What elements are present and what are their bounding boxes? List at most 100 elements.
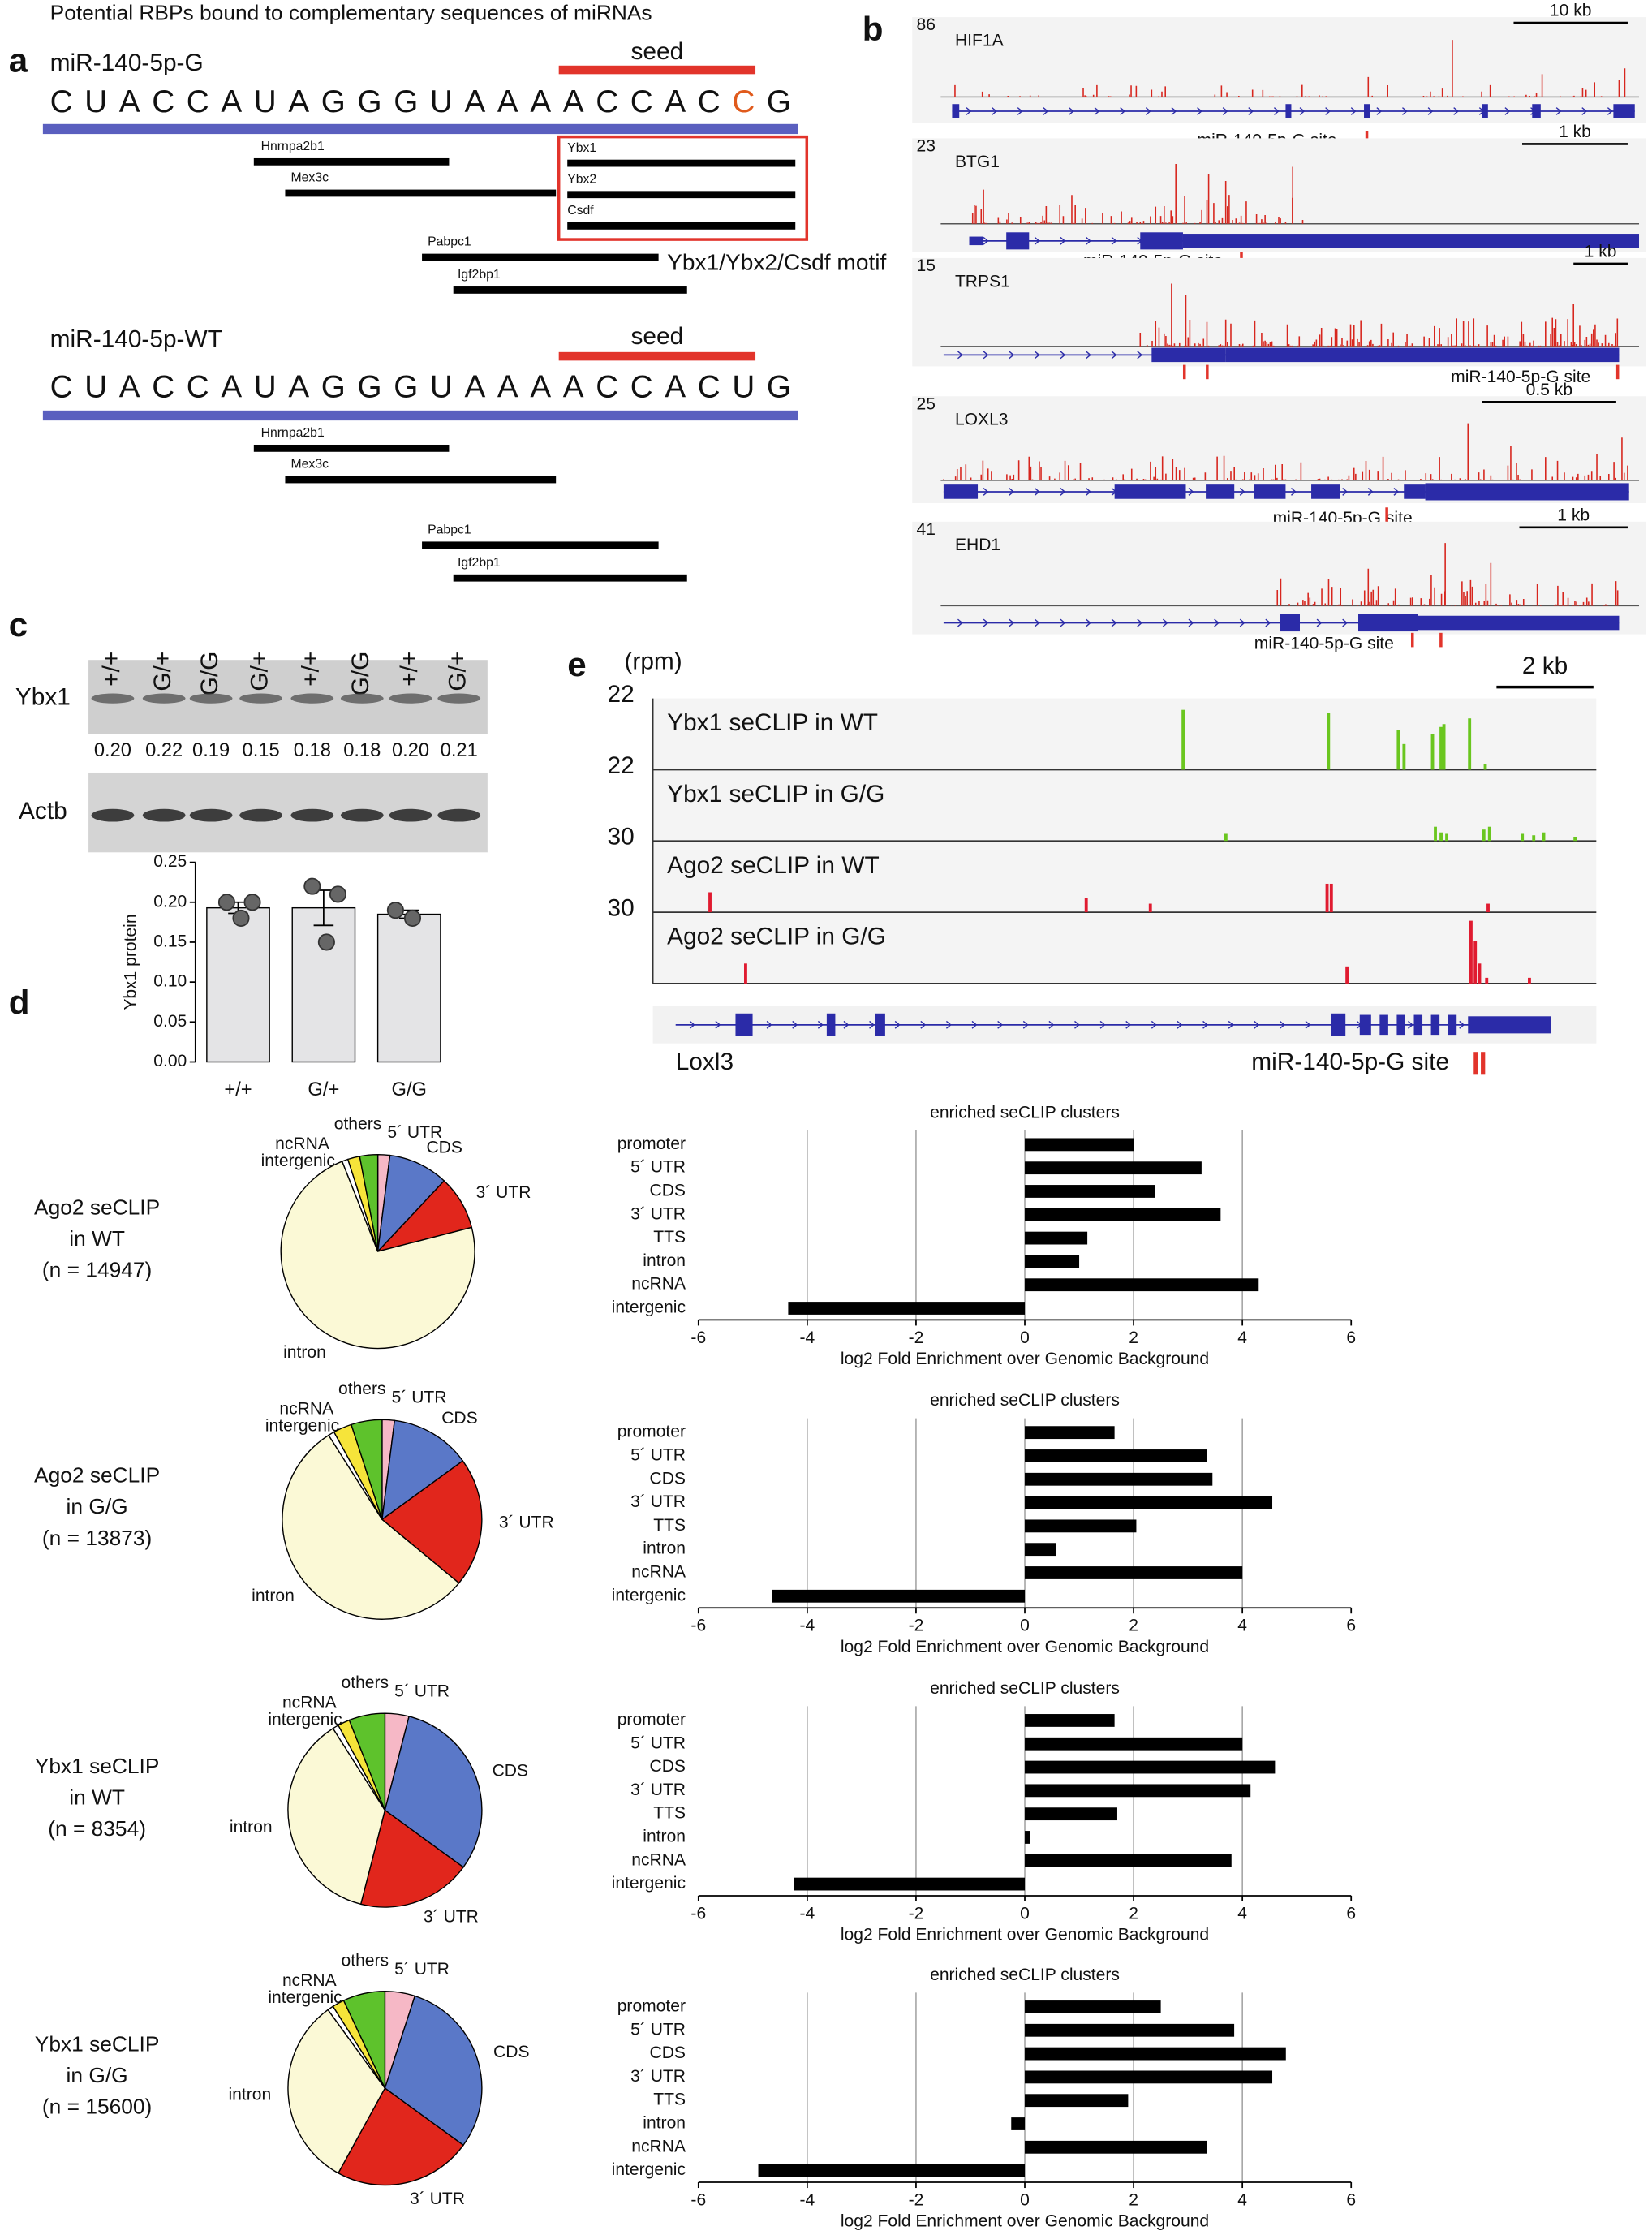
gene-name: HIF1A: [955, 31, 1004, 50]
y-tick-label: 3´ UTR: [630, 1781, 686, 1799]
protein-label: Ybx1: [15, 684, 71, 711]
exon: [1114, 484, 1186, 499]
bar: [1025, 1807, 1117, 1821]
peak: [1482, 829, 1486, 842]
peak: [744, 963, 747, 984]
unit-label: (rpm): [624, 648, 682, 675]
y-tick-label: ncRNA: [631, 2137, 686, 2155]
track-max: 15: [917, 256, 936, 275]
y-tick-label: TTS: [653, 2091, 686, 2109]
band: [189, 693, 233, 704]
site-tick: [1206, 364, 1209, 380]
exon: [1359, 1014, 1371, 1036]
panel-label: d: [9, 983, 30, 1021]
quant-label: 0.19: [192, 740, 230, 761]
pie-label: intergenic: [265, 1417, 339, 1436]
peak: [1224, 833, 1228, 842]
y-tick-label: 3´ UTR: [630, 1204, 686, 1223]
pie-label: 5´ UTR: [387, 1123, 442, 1142]
x-tick-label: 0: [1020, 2190, 1030, 2209]
seed-label: seed: [631, 323, 684, 350]
pie-label: intron: [228, 2085, 271, 2104]
y-tick-label: TTS: [653, 1516, 686, 1535]
bar: [1025, 1737, 1243, 1751]
peak: [1483, 764, 1487, 770]
y-tick-label: ncRNA: [631, 1275, 686, 1294]
bar: [794, 1877, 1026, 1891]
construct-name: miR-140-5p-WT: [50, 326, 222, 353]
pie-title: (n = 15600): [42, 2095, 152, 2119]
pie-title: (n = 8354): [48, 1816, 146, 1841]
pie-label: intergenic: [268, 1711, 342, 1729]
pie-title: in G/G: [67, 2063, 128, 2087]
panel-label: c: [9, 605, 28, 644]
exon: [1468, 1016, 1551, 1034]
bar: [1025, 2094, 1129, 2108]
band: [340, 693, 384, 704]
exon: [1448, 1014, 1457, 1036]
motif-label: Ybx1/Ybx2/Csdf motif: [667, 249, 886, 274]
x-tick-label: 6: [1346, 2190, 1356, 2209]
x-tick-label: -4: [800, 1329, 815, 1347]
exon: [1396, 1014, 1405, 1036]
pie-label: 3´ UTR: [499, 1513, 554, 1531]
peak: [1478, 963, 1482, 984]
coverage: [954, 40, 1626, 97]
site-tick: [1410, 632, 1414, 648]
scale-label: 1 kb: [1557, 506, 1590, 524]
peak: [1468, 718, 1472, 770]
bar: [1025, 1519, 1137, 1533]
x-tick-label: 6: [1346, 1904, 1356, 1923]
y-tick-label: intergenic: [612, 2160, 686, 2179]
rbp-bar: [422, 253, 659, 261]
y-tick-label: CDS: [650, 1469, 686, 1488]
pie-label: 5´ UTR: [394, 1682, 450, 1700]
x-tick-label: -6: [690, 1329, 706, 1347]
band: [91, 693, 135, 704]
pie-title: in WT: [69, 1226, 125, 1251]
bar: [1025, 1854, 1232, 1867]
bar: [772, 1589, 1026, 1603]
bar: [1025, 1714, 1115, 1727]
pie-slice: [384, 1995, 483, 2147]
mutant-base: C: [732, 84, 755, 119]
rbp-label: Igf2bp1: [458, 556, 501, 570]
exon: [943, 484, 979, 499]
x-tick-label: 4: [1237, 1617, 1247, 1635]
pie-slice: [359, 1153, 379, 1252]
y-tick-label: TTS: [653, 1228, 686, 1247]
bar: [1025, 1472, 1213, 1486]
track-name: Ago2 seCLIP in WT: [667, 852, 880, 879]
x-axis-label: log2 Fold Enrichment over Genomic Backgr…: [841, 1926, 1209, 1944]
site-label: miR-140-5p-G site: [1254, 634, 1394, 652]
x-tick-label: +/+: [224, 1079, 252, 1100]
lane-label: G/+: [149, 652, 176, 691]
exon: [875, 1013, 885, 1036]
bar: [1025, 1278, 1259, 1292]
rbp-bar: [567, 191, 796, 199]
rbp-label: Ybx2: [567, 172, 596, 186]
rbp-label: Mex3c: [290, 458, 329, 472]
x-tick-label: 0: [1020, 1329, 1030, 1347]
rbp-label: Pabpc1: [428, 235, 471, 249]
rbp-bar: [567, 159, 796, 167]
scale-label: 1 kb: [1559, 123, 1591, 141]
bar: [1025, 1784, 1251, 1798]
pie-label: 5´ UTR: [394, 1960, 450, 1979]
panel-c-blot: Ybx1 Actb: [15, 660, 488, 853]
exon: [826, 1013, 836, 1036]
peak: [1469, 920, 1473, 984]
rbp-label: Ybx1: [567, 141, 596, 155]
track-name: Ago2 seCLIP in G/G: [667, 924, 886, 950]
rbp-bar: [453, 574, 687, 582]
pie-label: ncRNA: [279, 1400, 333, 1419]
x-tick-label: 4: [1237, 2190, 1247, 2209]
y-tick-label: 5´ UTR: [630, 1158, 686, 1177]
pie-label: 3´ UTR: [410, 2190, 465, 2208]
bar: [1025, 1138, 1134, 1152]
y-tick-label: CDS: [650, 1182, 686, 1200]
exon: [1364, 104, 1370, 118]
bar: [1025, 1566, 1243, 1579]
chart-title: enriched seCLIP clusters: [930, 1966, 1120, 1984]
peak: [1329, 883, 1333, 913]
